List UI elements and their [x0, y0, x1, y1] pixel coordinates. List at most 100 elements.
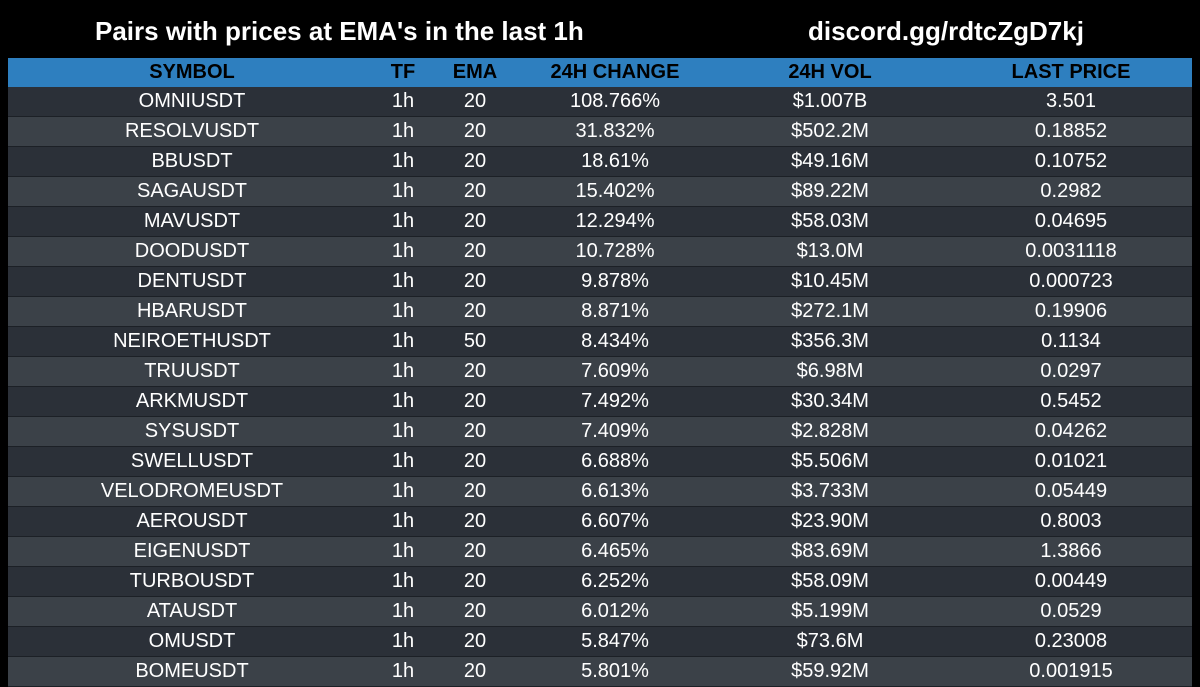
tf-cell: 1h: [376, 326, 430, 357]
table-row: BBUSDT 1h 20 18.61% $49.16M 0.10752: [8, 146, 1192, 177]
volume-cell: $89.22M: [710, 176, 950, 207]
change-cell: 6.465%: [520, 536, 710, 567]
price-cell: 0.1134: [950, 326, 1192, 357]
table-row: NEIROETHUSDT 1h 50 8.434% $356.3M 0.1134: [8, 326, 1192, 357]
table-row: BOMEUSDT 1h 20 5.801% $59.92M 0.001915: [8, 656, 1192, 687]
table-row: OMUSDT 1h 20 5.847% $73.6M 0.23008: [8, 626, 1192, 657]
volume-cell: $58.09M: [710, 566, 950, 597]
change-cell: 8.434%: [520, 326, 710, 357]
change-cell: 108.766%: [520, 87, 710, 117]
change-cell: 6.688%: [520, 446, 710, 477]
table-header-row: SYMBOL TF EMA 24H CHANGE 24H VOL LAST PR…: [8, 58, 1192, 87]
volume-cell: $2.828M: [710, 416, 950, 447]
tf-cell: 1h: [376, 176, 430, 207]
tf-cell: 1h: [376, 206, 430, 237]
volume-cell: $5.199M: [710, 596, 950, 627]
ema-cell: 20: [430, 506, 520, 537]
price-cell: 0.10752: [950, 146, 1192, 177]
tf-cell: 1h: [376, 236, 430, 267]
tf-cell: 1h: [376, 656, 430, 687]
volume-cell: $3.733M: [710, 476, 950, 507]
column-header-24h-vol: 24H VOL: [788, 61, 872, 83]
price-cell: 0.00449: [950, 566, 1192, 597]
table-row: MAVUSDT 1h 20 12.294% $58.03M 0.04695: [8, 206, 1192, 237]
symbol-cell: HBARUSDT: [8, 296, 376, 327]
symbol-cell: MAVUSDT: [8, 206, 376, 237]
table-row: EIGENUSDT 1h 20 6.465% $83.69M 1.3866: [8, 536, 1192, 567]
symbol-cell: TRUUSDT: [8, 356, 376, 387]
symbol-cell: EIGENUSDT: [8, 536, 376, 567]
ema-cell: 20: [430, 116, 520, 147]
table-row: TRUUSDT 1h 20 7.609% $6.98M 0.0297: [8, 356, 1192, 387]
price-cell: 3.501: [950, 87, 1192, 117]
volume-cell: $272.1M: [710, 296, 950, 327]
change-cell: 6.012%: [520, 596, 710, 627]
volume-cell: $502.2M: [710, 116, 950, 147]
tf-cell: 1h: [376, 266, 430, 297]
tf-cell: 1h: [376, 116, 430, 147]
symbol-cell: NEIROETHUSDT: [8, 326, 376, 357]
change-cell: 5.801%: [520, 656, 710, 687]
change-cell: 7.492%: [520, 386, 710, 417]
symbol-cell: SAGAUSDT: [8, 176, 376, 207]
symbol-cell: SWELLUSDT: [8, 446, 376, 477]
volume-cell: $356.3M: [710, 326, 950, 357]
symbol-cell: TURBOUSDT: [8, 566, 376, 597]
price-cell: 0.18852: [950, 116, 1192, 147]
ema-cell: 20: [430, 206, 520, 237]
tf-cell: 1h: [376, 356, 430, 387]
volume-cell: $58.03M: [710, 206, 950, 237]
tf-cell: 1h: [376, 596, 430, 627]
volume-cell: $5.506M: [710, 446, 950, 477]
price-cell: 0.05449: [950, 476, 1192, 507]
table-row: OMNIUSDT 1h 20 108.766% $1.007B 3.501: [8, 87, 1192, 117]
table-row: ATAUSDT 1h 20 6.012% $5.199M 0.0529: [8, 596, 1192, 627]
change-cell: 5.847%: [520, 626, 710, 657]
table-row: HBARUSDT 1h 20 8.871% $272.1M 0.19906: [8, 296, 1192, 327]
column-header-ema: EMA: [452, 61, 498, 83]
symbol-cell: ATAUSDT: [8, 596, 376, 627]
discord-link[interactable]: discord.gg/rdtcZgD7kj: [808, 16, 1084, 46]
price-cell: 0.0529: [950, 596, 1192, 627]
table-row: SYSUSDT 1h 20 7.409% $2.828M 0.04262: [8, 416, 1192, 447]
table-row: AEROUSDT 1h 20 6.607% $23.90M 0.8003: [8, 506, 1192, 537]
ema-cell: 20: [430, 446, 520, 477]
volume-cell: $49.16M: [710, 146, 950, 177]
symbol-cell: SYSUSDT: [8, 416, 376, 447]
change-cell: 10.728%: [520, 236, 710, 267]
symbol-cell: AEROUSDT: [8, 506, 376, 537]
price-cell: 0.04695: [950, 206, 1192, 237]
change-cell: 12.294%: [520, 206, 710, 237]
price-cell: 0.0031118: [950, 236, 1192, 267]
tf-cell: 1h: [376, 87, 430, 117]
table-row: DENTUSDT 1h 20 9.878% $10.45M 0.000723: [8, 266, 1192, 297]
volume-cell: $23.90M: [710, 506, 950, 537]
change-cell: 6.607%: [520, 506, 710, 537]
ema-cell: 20: [430, 236, 520, 267]
price-cell: 0.04262: [950, 416, 1192, 447]
table-row: TURBOUSDT 1h 20 6.252% $58.09M 0.00449: [8, 566, 1192, 597]
change-cell: 6.613%: [520, 476, 710, 507]
ema-cell: 50: [430, 326, 520, 357]
price-cell: 0.000723: [950, 266, 1192, 297]
price-cell: 0.5452: [950, 386, 1192, 417]
table-row: VELODROMEUSDT 1h 20 6.613% $3.733M 0.05449: [8, 476, 1192, 507]
ema-cell: 20: [430, 146, 520, 177]
table-row: SAGAUSDT 1h 20 15.402% $89.22M 0.2982: [8, 176, 1192, 207]
price-cell: 0.19906: [950, 296, 1192, 327]
tf-cell: 1h: [376, 566, 430, 597]
ema-cell: 20: [430, 416, 520, 447]
ema-cell: 20: [430, 656, 520, 687]
change-cell: 31.832%: [520, 116, 710, 147]
volume-cell: $13.0M: [710, 236, 950, 267]
volume-cell: $73.6M: [710, 626, 950, 657]
tf-cell: 1h: [376, 146, 430, 177]
symbol-cell: ARKMUSDT: [8, 386, 376, 417]
volume-cell: $1.007B: [710, 87, 950, 117]
page-title: Pairs with prices at EMA's in the last 1…: [95, 16, 584, 46]
change-cell: 18.61%: [520, 146, 710, 177]
price-cell: 1.3866: [950, 536, 1192, 567]
price-cell: 0.01021: [950, 446, 1192, 477]
volume-cell: $30.34M: [710, 386, 950, 417]
table-body: OMNIUSDT 1h 20 108.766% $1.007B 3.501 RESOLVUS…: [8, 87, 1192, 687]
